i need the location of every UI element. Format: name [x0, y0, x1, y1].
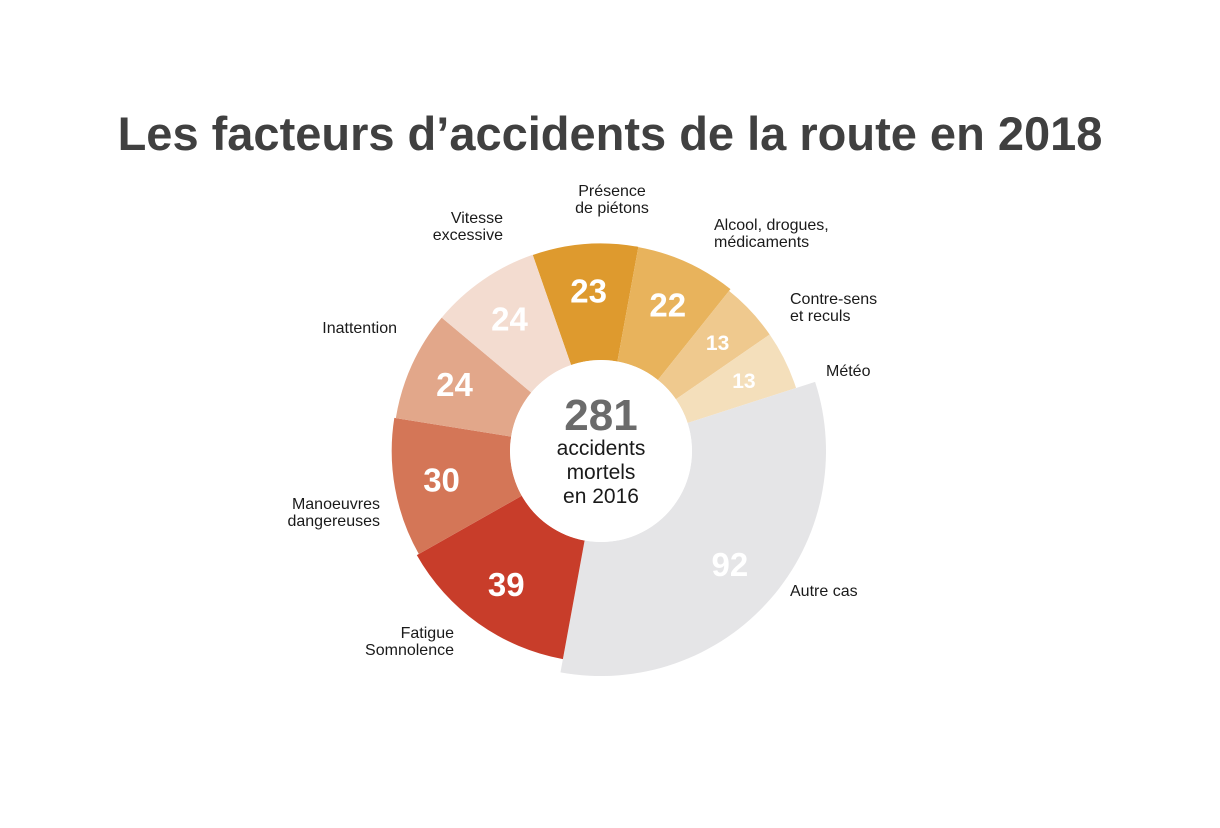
slice-3	[675, 334, 797, 424]
chart-title: Les facteurs d’accidents de la route en …	[117, 107, 1103, 160]
slice-label-line: et reculs	[790, 308, 850, 325]
center-layer: 281 accidents mortels en 2016	[510, 360, 692, 542]
slice-5	[416, 495, 585, 660]
slice-label-line: de piétons	[575, 200, 649, 217]
slice-6	[391, 417, 522, 555]
slice-label-4: Autre cas	[790, 583, 858, 600]
slice-label-line: Somnolence	[365, 642, 454, 659]
slice-label-line: Présence	[578, 183, 646, 200]
slice-label-line: Fatigue	[401, 625, 454, 642]
slice-label-line: Vitesse	[451, 210, 503, 227]
slice-4	[560, 381, 827, 676]
slice-label-7: Inattention	[322, 320, 397, 337]
slice-value-3: 13	[732, 370, 755, 393]
slice-label-line: Contre-sens	[790, 291, 877, 308]
slice-label-3: Météo	[826, 363, 871, 380]
slice-7	[395, 317, 532, 437]
labels-layer: Présence de piétons Alcool, drogues, médica…	[287, 183, 877, 659]
slice-value-6: 30	[423, 462, 460, 499]
slice-8	[441, 254, 572, 393]
slice-label-line: Manoeuvres	[292, 496, 380, 513]
slice-label-line: médicaments	[714, 234, 809, 251]
slice-label-5: Fatigue Somnolence	[365, 625, 454, 659]
slice-label-line: Météo	[826, 363, 871, 380]
slice-value-7: 24	[436, 366, 473, 403]
slice-label-line: dangereuses	[287, 513, 380, 530]
slice-0	[532, 243, 639, 366]
slice-1	[617, 247, 731, 380]
slice-value-1: 22	[649, 287, 686, 324]
slice-value-8: 24	[491, 300, 528, 337]
slice-label-6: Manoeuvres dangereuses	[287, 496, 380, 530]
center-line-1: accidents	[557, 437, 646, 460]
center-line-3: en 2016	[563, 485, 639, 508]
slice-label-8: Vitesse excessive	[433, 210, 503, 244]
center-line-2: mortels	[567, 461, 636, 484]
slice-label-2: Contre-sens et reculs	[790, 291, 877, 325]
center-total: 281	[564, 391, 637, 440]
slice-value-0: 23	[570, 272, 607, 309]
slice-label-line: excessive	[433, 227, 503, 244]
slice-label-line: Inattention	[322, 320, 397, 337]
slice-value-5: 39	[488, 566, 525, 603]
slice-value-4: 92	[712, 546, 749, 583]
slice-value-2: 13	[706, 332, 729, 355]
slice-label-1: Alcool, drogues, médicaments	[714, 217, 829, 251]
center-hole	[510, 360, 692, 542]
slice-label-line: Alcool, drogues,	[714, 217, 829, 234]
slice-2	[657, 290, 770, 400]
slice-label-line: Autre cas	[790, 583, 858, 600]
slice-label-0: Présence de piétons	[575, 183, 649, 217]
